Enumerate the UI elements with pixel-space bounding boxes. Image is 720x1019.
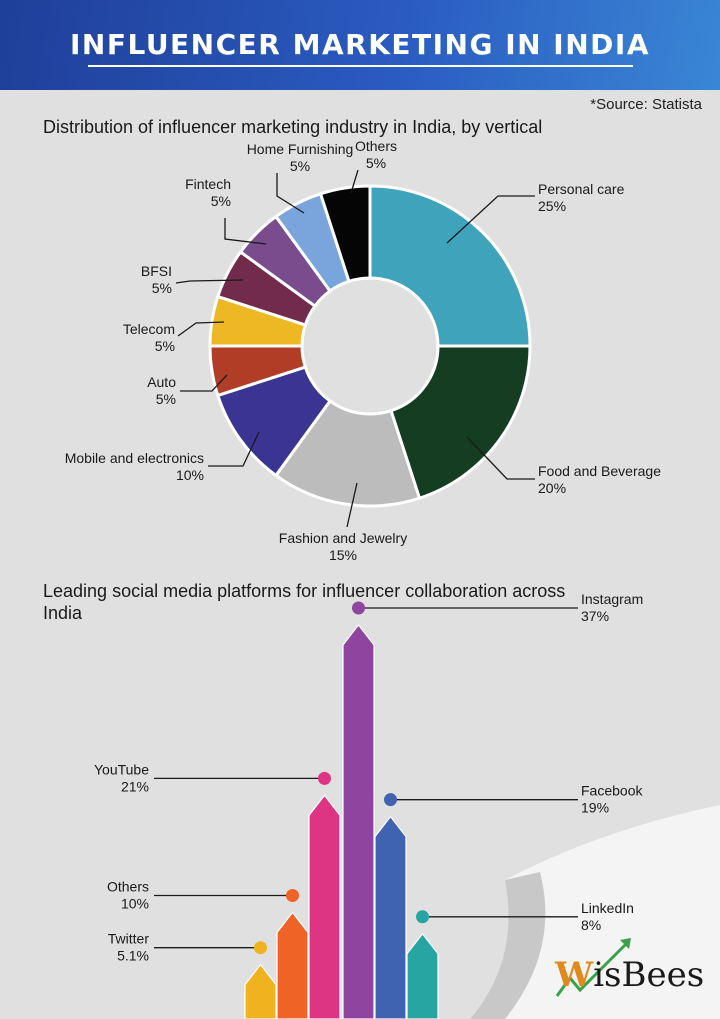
platform-label-linkedin: LinkedIn <box>581 900 634 916</box>
slice-label-personal-care: Personal care <box>538 181 625 197</box>
leader-line-fintech <box>224 218 267 245</box>
slice-value-fashion-and-jewelry: 15% <box>329 547 357 563</box>
platform-label-twitter: Twitter <box>108 931 150 947</box>
bar-chart-title: Leading social media platforms for influ… <box>43 581 566 623</box>
donut-chart-title: Distribution of influencer marketing ind… <box>43 117 543 137</box>
brand-mark: W <box>555 955 594 995</box>
slice-label-telecom: Telecom <box>123 321 175 337</box>
leader-line-personal-care <box>446 195 535 244</box>
slice-value-mobile-and-electronics: 10% <box>176 467 204 483</box>
slice-label-food-and-beverage: Food and Beverage <box>538 463 661 479</box>
bar-facebook <box>374 815 407 1019</box>
slice-label-fashion-and-jewelry: Fashion and Jewelry <box>279 530 407 546</box>
slice-value-telecom: 5% <box>155 338 175 354</box>
title-banner <box>0 0 720 90</box>
platform-value-linkedin: 8% <box>581 917 601 933</box>
platform-label-instagram: Instagram <box>581 591 643 607</box>
slice-label-home-furnishing: Home Furnishing <box>247 141 354 157</box>
source-note: *Source: Statista <box>590 96 702 113</box>
platform-value-others: 10% <box>121 896 149 912</box>
slice-value-fintech: 5% <box>211 193 231 209</box>
platform-value-facebook: 19% <box>581 800 609 816</box>
platform-value-instagram: 37% <box>581 608 609 624</box>
donut-slice-food-and-beverage <box>389 344 532 501</box>
page-curl-shadow <box>470 872 546 1019</box>
leader-line-telecom <box>177 321 225 337</box>
donut-slice-others <box>318 184 372 284</box>
leader-line-mobile-and-electronics <box>208 431 260 467</box>
brand-arrowhead-icon <box>620 938 631 949</box>
donut-slice-personal-care <box>368 184 532 348</box>
leader-line-fashion-and-jewelry <box>346 482 358 528</box>
bar-others <box>276 911 309 1019</box>
leader-line-bfsi <box>175 279 244 284</box>
leader-line-others <box>350 169 359 194</box>
pointer-dot-twitter <box>254 941 267 955</box>
bar-instagram <box>342 624 375 1019</box>
pointer-dot-youtube <box>318 771 331 785</box>
slice-label-fintech: Fintech <box>185 176 231 192</box>
platform-label-others: Others <box>107 879 149 895</box>
slice-label-others: Others <box>355 138 397 154</box>
slice-label-auto: Auto <box>147 374 176 390</box>
leader-line-food-and-beverage <box>466 436 535 480</box>
bar-youtube <box>308 794 341 1019</box>
brand-name: isBees <box>593 955 705 995</box>
slice-value-personal-care: 25% <box>538 198 566 214</box>
page-title: INFLUENCER MARKETING IN INDIA <box>70 28 650 61</box>
slice-value-auto: 5% <box>156 391 176 407</box>
brand-arrow-icon <box>555 940 630 997</box>
slice-value-food-and-beverage: 20% <box>538 480 566 496</box>
pointer-dot-others <box>286 889 299 903</box>
wisbees-logo: WisBees <box>555 955 704 995</box>
leader-line-auto <box>180 374 228 392</box>
leader-line-home-furnishing <box>276 173 305 214</box>
pointer-dot-instagram <box>352 601 365 615</box>
platform-label-youtube: YouTube <box>94 761 149 777</box>
slice-value-bfsi: 5% <box>152 280 172 296</box>
slice-label-mobile-and-electronics: Mobile and electronics <box>65 450 204 466</box>
bar-linkedin <box>406 932 439 1019</box>
slice-label-bfsi: BFSI <box>141 263 172 279</box>
bar-twitter <box>244 963 277 1019</box>
slice-value-home-furnishing: 5% <box>290 158 310 174</box>
platform-label-facebook: Facebook <box>581 783 643 799</box>
slice-value-others: 5% <box>366 155 386 171</box>
platform-value-twitter: 5.1% <box>117 948 149 964</box>
title-underline <box>88 65 633 67</box>
pointer-dot-facebook <box>384 793 397 807</box>
pointer-dot-linkedin <box>416 910 429 924</box>
platform-value-youtube: 21% <box>121 778 149 794</box>
